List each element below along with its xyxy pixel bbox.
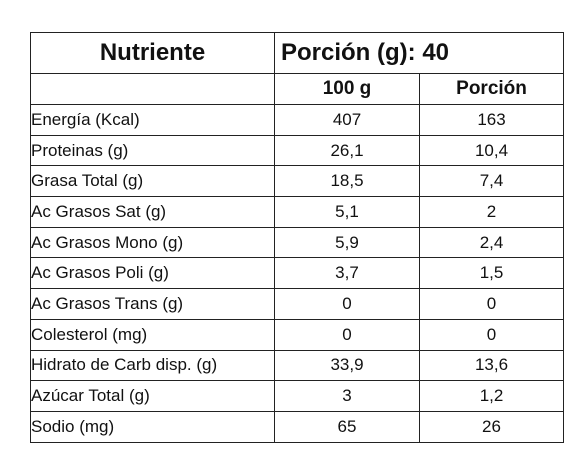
table-row: Ac Grasos Mono (g) 5,9 2,4 bbox=[30, 226, 565, 259]
value-per-100g-cell: 26,1 bbox=[274, 134, 420, 167]
table-row: Energía (Kcal) 407 163 bbox=[30, 104, 565, 136]
value-per-portion-cell: 10,4 bbox=[418, 134, 565, 167]
value-per-100g-cell: 5,1 bbox=[274, 196, 420, 228]
nutrient-name-cell: Azúcar Total (g) bbox=[30, 380, 275, 412]
subheader-empty-cell bbox=[30, 73, 275, 105]
nutrient-name-cell: Ac Grasos Sat (g) bbox=[30, 196, 275, 228]
nutrient-name-cell: Energía (Kcal) bbox=[30, 104, 275, 136]
table-row: Proteinas (g) 26,1 10,4 bbox=[30, 134, 565, 167]
nutrition-table: Nutriente Porción (g): 40 100 g Porción … bbox=[30, 32, 565, 443]
nutrient-rows: Energía (Kcal) 407 163 Proteinas (g) 26,1 10,… bbox=[30, 104, 565, 443]
table-row: Ac Grasos Poli (g) 3,7 1,5 bbox=[30, 257, 565, 290]
nutrient-name-cell: Proteinas (g) bbox=[30, 134, 275, 167]
column-header-portion: Porción bbox=[418, 73, 565, 105]
table-row: Grasa Total (g) 18,5 7,4 bbox=[30, 165, 565, 198]
nutrient-name-cell: Sodio (mg) bbox=[30, 410, 275, 443]
nutrient-header: Nutriente bbox=[30, 32, 275, 74]
value-per-100g-cell: 0 bbox=[274, 288, 420, 320]
value-per-100g-cell: 407 bbox=[274, 104, 420, 136]
subheader-row: 100 g Porción bbox=[30, 73, 565, 105]
value-per-100g-cell: 18,5 bbox=[274, 165, 420, 198]
value-per-portion-cell: 0 bbox=[418, 288, 565, 320]
value-per-100g-cell: 0 bbox=[274, 318, 420, 351]
value-per-portion-cell: 0 bbox=[418, 318, 565, 351]
nutrient-name-cell: Ac Grasos Mono (g) bbox=[30, 226, 275, 259]
value-per-portion-cell: 2,4 bbox=[418, 226, 565, 259]
nutrient-name-cell: Ac Grasos Trans (g) bbox=[30, 288, 275, 320]
nutrient-name-cell: Ac Grasos Poli (g) bbox=[30, 257, 275, 290]
value-per-100g-cell: 33,9 bbox=[274, 349, 420, 382]
value-per-portion-cell: 2 bbox=[418, 196, 565, 228]
value-per-portion-cell: 7,4 bbox=[418, 165, 565, 198]
value-per-100g-cell: 3,7 bbox=[274, 257, 420, 290]
value-per-portion-cell: 1,2 bbox=[418, 380, 565, 412]
value-per-portion-cell: 1,5 bbox=[418, 257, 565, 290]
value-per-portion-cell: 13,6 bbox=[418, 349, 565, 382]
portion-size-header: Porción (g): 40 bbox=[273, 32, 565, 74]
value-per-portion-cell: 163 bbox=[418, 104, 565, 136]
nutrient-name-cell: Colesterol (mg) bbox=[30, 318, 275, 351]
nutrient-name-cell: Hidrato de Carb disp. (g) bbox=[30, 349, 275, 382]
value-per-portion-cell: 26 bbox=[418, 410, 565, 443]
table-row: Ac Grasos Sat (g) 5,1 2 bbox=[30, 196, 565, 228]
table-row: Ac Grasos Trans (g) 0 0 bbox=[30, 288, 565, 320]
value-per-100g-cell: 65 bbox=[274, 410, 420, 443]
table-row: Azúcar Total (g) 3 1,2 bbox=[30, 380, 565, 412]
value-per-100g-cell: 5,9 bbox=[274, 226, 420, 259]
table-row: Colesterol (mg) 0 0 bbox=[30, 318, 565, 351]
header-row: Nutriente Porción (g): 40 bbox=[30, 32, 565, 74]
table-row: Sodio (mg) 65 26 bbox=[30, 410, 565, 443]
value-per-100g-cell: 3 bbox=[274, 380, 420, 412]
column-header-100g: 100 g bbox=[274, 73, 420, 105]
nutrient-name-cell: Grasa Total (g) bbox=[30, 165, 275, 198]
table-row: Hidrato de Carb disp. (g) 33,9 13,6 bbox=[30, 349, 565, 382]
